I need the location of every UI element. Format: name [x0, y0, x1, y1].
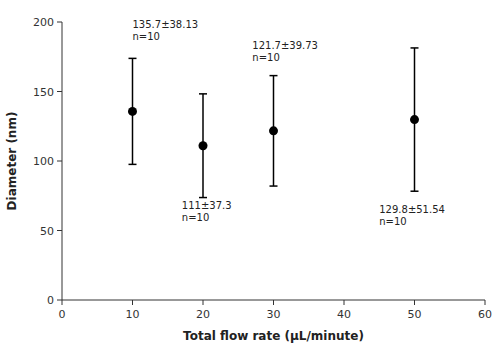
error-bar-cap [270, 185, 278, 187]
annotation: 129.8±51.54n=10 [379, 204, 445, 227]
x-tick-label: 10 [126, 308, 140, 321]
annotation: 135.7±38.13n=10 [133, 19, 199, 42]
x-tick [62, 300, 63, 305]
x-tick [132, 300, 133, 305]
x-tick-label: 0 [59, 308, 66, 321]
annotation-line: 135.7±38.13 [133, 19, 199, 30]
annotations: 135.7±38.13n=10111±37.3n=10121.7±39.73n=… [133, 19, 445, 227]
data-point [199, 141, 208, 150]
x-tick [485, 300, 486, 305]
annotation-line: 111±37.3 [182, 200, 232, 211]
annotation-line: n=10 [133, 31, 160, 42]
annotation: 121.7±39.73n=10 [252, 40, 318, 63]
y-tick-label: 50 [40, 225, 54, 238]
x-tick [203, 300, 204, 305]
error-bar-cap [411, 47, 419, 49]
error-bar-cap [270, 75, 278, 77]
y-tick [57, 22, 62, 23]
error-bar-cap [199, 93, 207, 95]
x-tick [344, 300, 345, 305]
y-axis-label: Diameter (nm) [5, 112, 19, 211]
axes: 0 10 20 30 40 50 60 0 50 100 150 200 [33, 16, 492, 321]
error-bar-cap [129, 58, 137, 60]
y-tick-label: 200 [33, 16, 54, 29]
annotation-line: 129.8±51.54 [379, 204, 445, 215]
y-tick [57, 230, 62, 231]
x-tick-label: 60 [478, 308, 492, 321]
x-tick-label: 30 [267, 308, 281, 321]
annotation-line: n=10 [379, 216, 406, 227]
error-bar [270, 76, 278, 186]
chart-svg: 0 10 20 30 40 50 60 0 50 100 150 200 Total flow rate… [0, 0, 500, 350]
x-tick-label: 50 [408, 308, 422, 321]
plot-area [128, 48, 419, 198]
y-tick-label: 100 [33, 155, 54, 168]
annotation-line: n=10 [182, 212, 209, 223]
x-axis-label: Total flow rate (μL/minute) [183, 329, 364, 343]
annotation-line: 121.7±39.73 [252, 40, 318, 51]
x-tick [414, 300, 415, 305]
error-bar-cap [199, 197, 207, 199]
y-tick [57, 161, 62, 162]
y-tick [57, 300, 62, 301]
chart-container: 0 10 20 30 40 50 60 0 50 100 150 200 Total flow rate… [0, 0, 500, 350]
error-bar-cap [129, 164, 137, 166]
y-tick-label: 150 [33, 86, 54, 99]
data-point [410, 115, 419, 124]
annotation: 111±37.3n=10 [182, 200, 232, 223]
x-tick-label: 20 [196, 308, 210, 321]
y-tick-label: 0 [47, 294, 54, 307]
error-bar-cap [411, 190, 419, 192]
annotation-line: n=10 [252, 52, 279, 63]
y-tick [57, 91, 62, 92]
error-bar [129, 58, 137, 164]
x-tick-label: 40 [337, 308, 351, 321]
data-point [128, 107, 137, 116]
x-tick [273, 300, 274, 305]
data-point [269, 126, 278, 135]
error-bar [411, 48, 419, 191]
error-bar [199, 94, 207, 198]
